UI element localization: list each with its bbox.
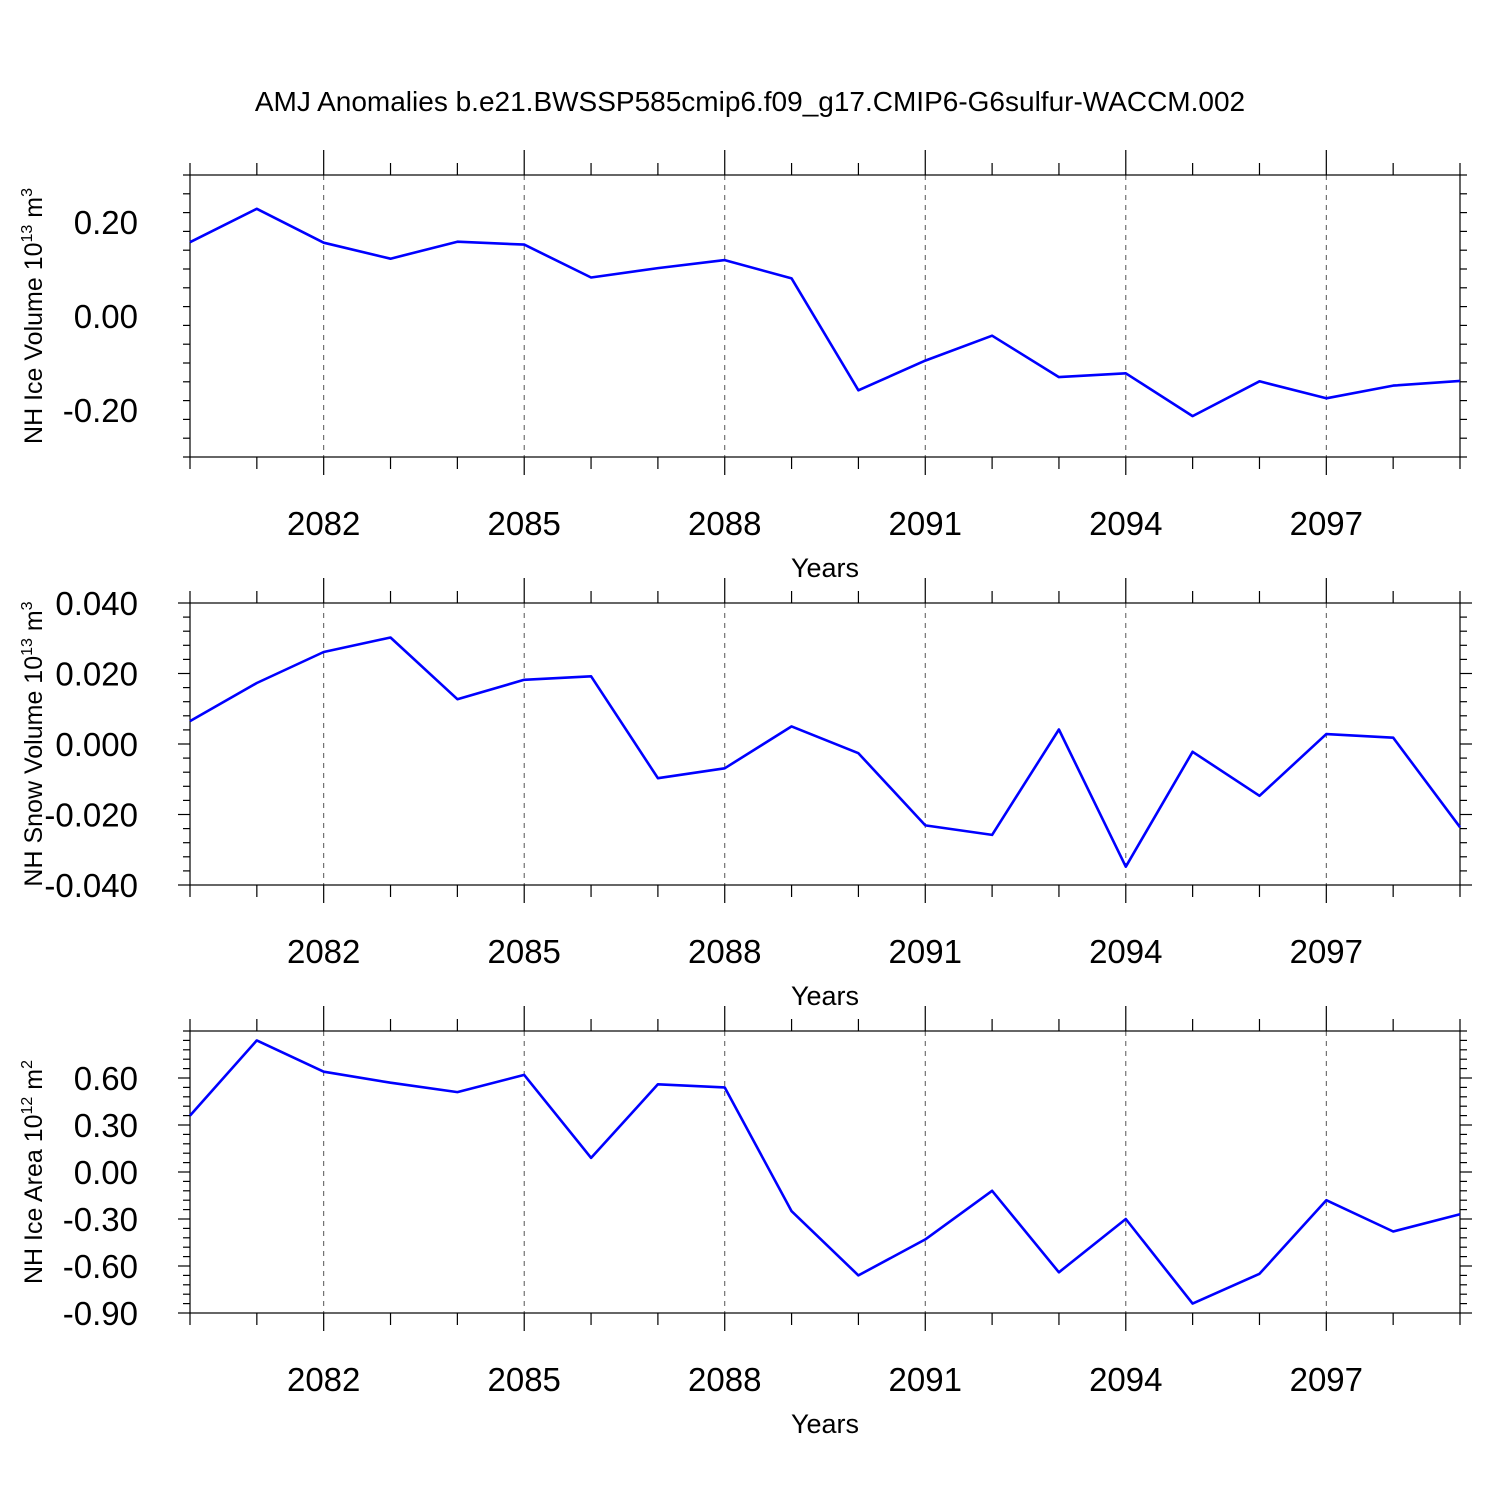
x-tick-label: 2097 xyxy=(1290,505,1363,542)
x-tick-label: 2088 xyxy=(688,505,761,542)
y-axis-label: NH Snow Volume 1013 m3 xyxy=(19,601,48,886)
chart-panel-1: -0.20 0.00 0.20 2082 2085 2088 2091 2094 2097 Yea… xyxy=(19,150,1467,583)
x-tick-label: 2085 xyxy=(487,505,560,542)
y-tick-label: -0.30 xyxy=(63,1201,138,1238)
y-axis-label: NH Ice Area 1012 m2 xyxy=(19,1060,48,1284)
x-tick-label: 2085 xyxy=(487,933,560,970)
y-tick-label: 0.00 xyxy=(74,1154,138,1191)
y-tick-label: 0.020 xyxy=(55,656,138,693)
x-tick-label: 2085 xyxy=(487,1361,560,1398)
x-tick-label: 2091 xyxy=(889,933,962,970)
chart-panel-2: -0.040 -0.020 0.000 0.020 0.040 2082 2085 2088 2… xyxy=(19,578,1472,1011)
y-tick-label: 0.30 xyxy=(74,1107,138,1144)
y-tick-label: 0.60 xyxy=(74,1060,138,1097)
y-tick-label: -0.040 xyxy=(44,867,138,904)
x-tick-label: 2097 xyxy=(1290,1361,1363,1398)
y-tick-label: 0.20 xyxy=(74,204,138,241)
x-tick-label: 2097 xyxy=(1290,933,1363,970)
plot-frame xyxy=(189,174,1461,458)
y-tick-label: -0.020 xyxy=(44,797,138,834)
y-tick-label: -0.20 xyxy=(63,392,138,429)
y-tick-label: 0.040 xyxy=(55,585,138,622)
chart-panel-3: -0.90 -0.60 -0.30 0.00 0.30 0.60 2082 2085 2088 2… xyxy=(19,1006,1472,1439)
x-axis-label: Years xyxy=(791,981,859,1011)
series-line xyxy=(189,207,1461,418)
x-axis-label: Years xyxy=(791,1409,859,1439)
series-line xyxy=(189,1039,1461,1305)
x-tick-label: 2091 xyxy=(889,1361,962,1398)
chart-title: AMJ Anomalies b.e21.BWSSP585cmip6.f09_g1… xyxy=(255,86,1245,117)
series-line xyxy=(189,636,1462,869)
x-tick-label: 2088 xyxy=(688,933,761,970)
x-tick-label: 2082 xyxy=(287,505,360,542)
y-tick-label: 0.00 xyxy=(74,298,138,335)
x-tick-label: 2094 xyxy=(1089,1361,1162,1398)
x-tick-label: 2082 xyxy=(287,933,360,970)
x-tick-label: 2091 xyxy=(889,505,962,542)
y-tick-label: -0.90 xyxy=(63,1295,138,1332)
x-tick-label: 2094 xyxy=(1089,933,1162,970)
y-tick-label: 0.000 xyxy=(55,726,138,763)
x-tick-label: 2088 xyxy=(688,1361,761,1398)
plot-frame xyxy=(189,1030,1461,1314)
x-tick-label: 2082 xyxy=(287,1361,360,1398)
x-axis-label: Years xyxy=(791,553,859,583)
plot-frame xyxy=(189,602,1461,886)
y-tick-label: -0.60 xyxy=(63,1248,138,1285)
x-tick-label: 2094 xyxy=(1089,505,1162,542)
y-axis-label: NH Ice Volume 1013 m3 xyxy=(19,188,48,444)
